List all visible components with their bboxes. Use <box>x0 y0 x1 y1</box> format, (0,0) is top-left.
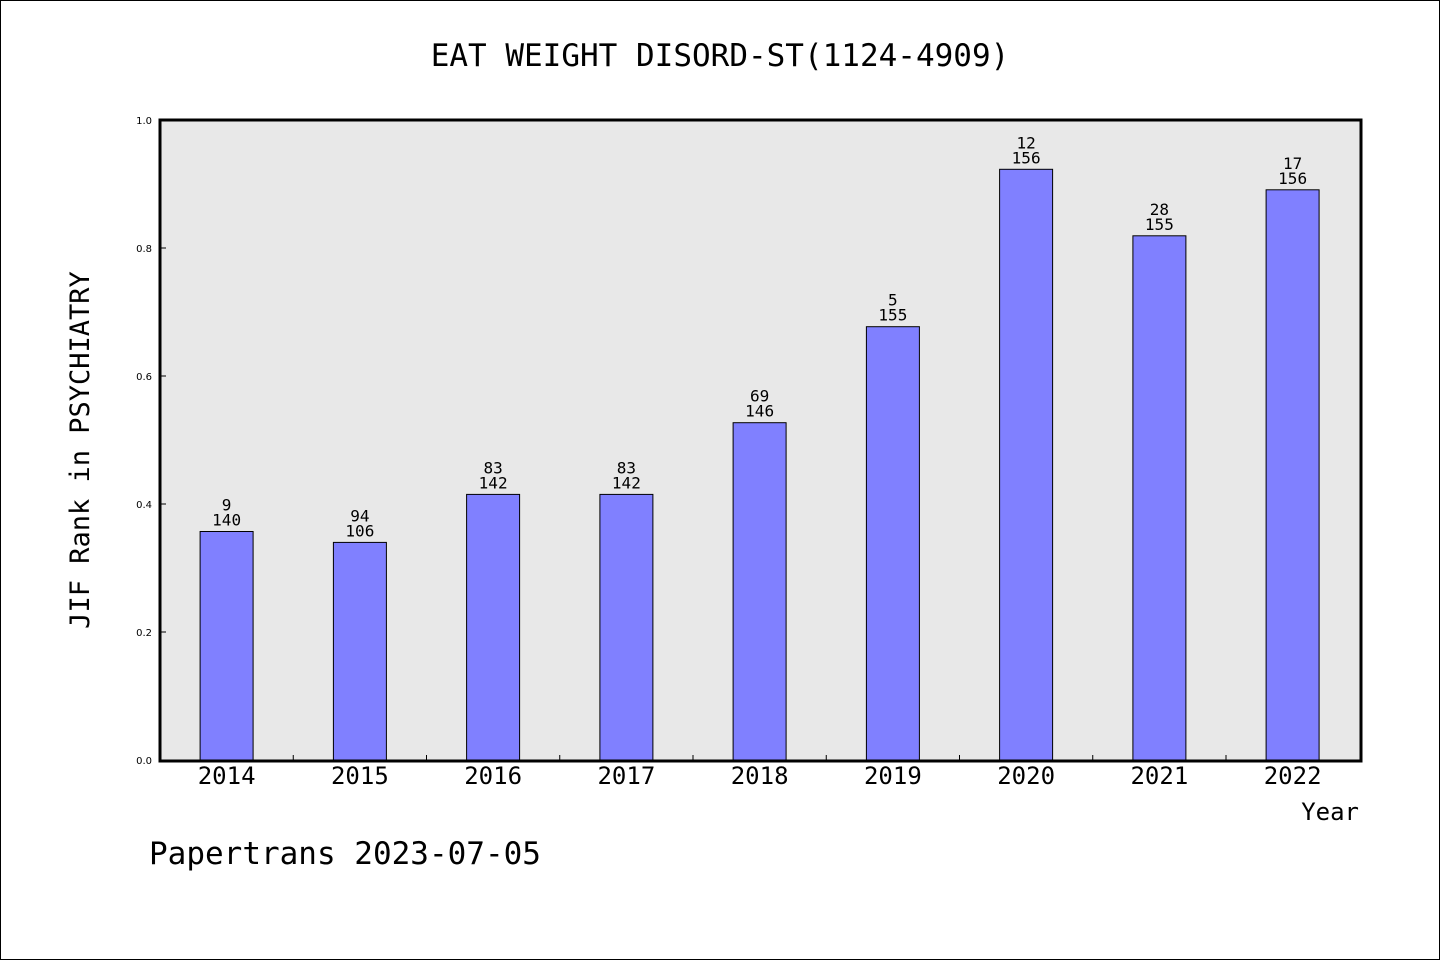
bar-2021 <box>1132 235 1187 761</box>
rank-label-2014: 9 <box>222 496 232 515</box>
total-label-2015: 106 <box>345 521 374 540</box>
plot-border <box>158 118 1363 763</box>
rank-label-2021: 28 <box>1150 200 1169 219</box>
y-tick-label-0.2: 0.2 <box>136 628 152 639</box>
x-tick-label-2014: 2014 <box>198 762 256 790</box>
x-tick-label-2017: 2017 <box>597 762 655 790</box>
chart-title: EAT WEIGHT DISORD-ST(1124-4909) <box>431 38 1010 74</box>
y-tick-label-0.6: 0.6 <box>136 372 152 383</box>
rank-label-2017: 83 <box>617 458 636 477</box>
x-tick-label-2018: 2018 <box>731 762 789 790</box>
bar-2015 <box>332 541 387 761</box>
total-label-2017: 142 <box>612 473 641 492</box>
y-axis-label: JIF Rank in PSYCHIATRY <box>65 271 96 629</box>
bar-2017 <box>599 493 654 761</box>
x-tick-label-2015: 2015 <box>331 762 389 790</box>
bar-2018 <box>732 422 787 761</box>
total-label-2019: 155 <box>878 306 907 325</box>
bar-2014 <box>199 531 254 761</box>
rank-label-2015: 94 <box>350 506 369 525</box>
bar-2016 <box>466 493 521 761</box>
x-tick-label-2019: 2019 <box>864 762 922 790</box>
rank-label-2016: 83 <box>483 458 502 477</box>
rank-label-2018: 69 <box>750 387 769 406</box>
total-label-2018: 146 <box>745 402 774 421</box>
total-label-2022: 156 <box>1278 169 1307 188</box>
x-tick-label-2016: 2016 <box>464 762 522 790</box>
bar-2019 <box>865 326 920 761</box>
footer-credit: Papertrans 2023-07-05 <box>149 836 541 872</box>
rank-label-2022: 17 <box>1283 154 1302 173</box>
y-tick-label-0.0: 0.0 <box>136 756 152 767</box>
y-tick-label-0.4: 0.4 <box>136 500 152 511</box>
y-tick-label-0.8: 0.8 <box>136 244 152 255</box>
total-label-2014: 140 <box>212 511 241 530</box>
bar-2020 <box>999 168 1054 761</box>
ticks-group: 2014 2015 2016 2017 2018 2019 2020 2021 2022 0.0 0… <box>136 116 1321 790</box>
x-tick-label-2020: 2020 <box>997 762 1055 790</box>
rank-label-2019: 5 <box>888 291 898 310</box>
x-axis-label: Year <box>1301 798 1359 826</box>
bar-2022 <box>1265 189 1320 761</box>
total-label-2021: 155 <box>1145 215 1174 234</box>
x-tick-label-2022: 2022 <box>1264 762 1322 790</box>
rank-label-2020: 12 <box>1016 133 1035 152</box>
total-label-2020: 156 <box>1012 148 1041 167</box>
y-tick-label-1.0: 1.0 <box>136 116 152 127</box>
x-tick-label-2021: 2021 <box>1130 762 1188 790</box>
total-label-2016: 142 <box>479 473 508 492</box>
